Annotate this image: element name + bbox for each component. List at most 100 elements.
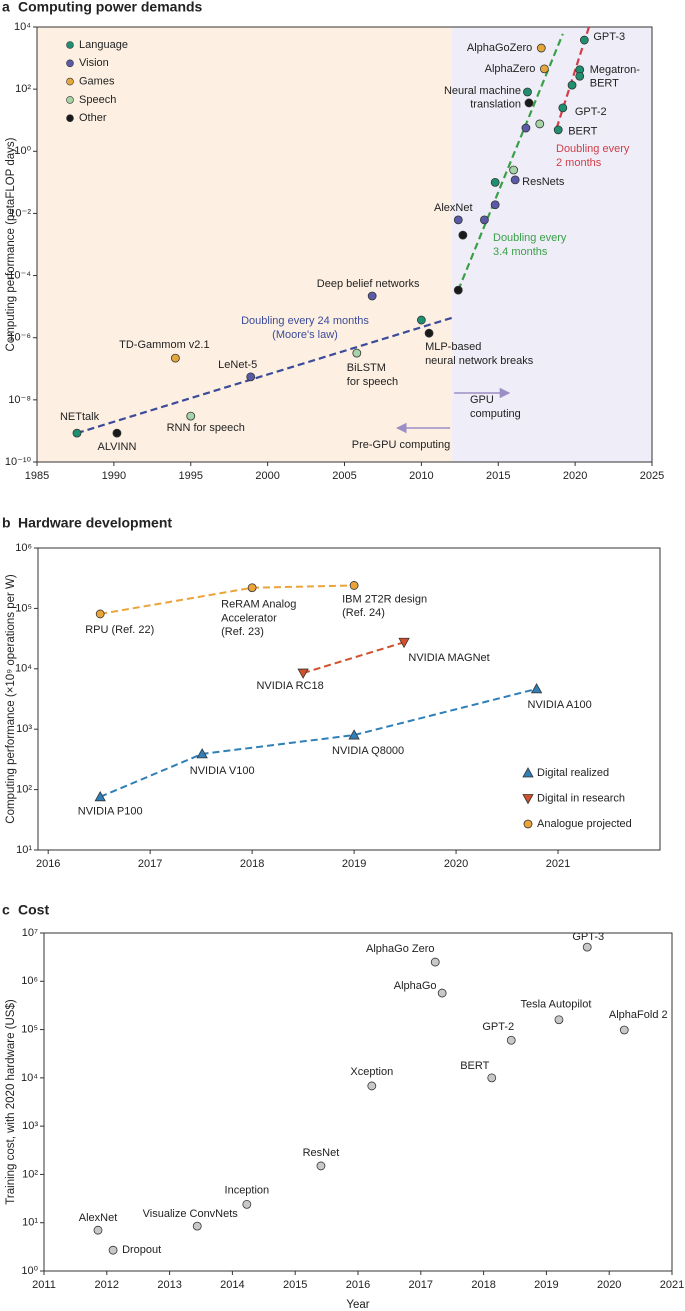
legend-label: Games — [79, 76, 115, 88]
marker — [416, 315, 426, 325]
plot-frame — [37, 547, 661, 851]
x-tick-label: 2015 — [283, 1279, 307, 1291]
chart-title: Computing power demands — [18, 0, 203, 15]
panel-letter: b — [2, 515, 11, 531]
x-tick-label: 2021 — [660, 1279, 684, 1291]
x-tick-label: 2014 — [220, 1279, 244, 1291]
marker — [398, 637, 410, 649]
era-label: GPU computing — [470, 394, 521, 420]
marker — [506, 1035, 516, 1045]
point-label: ResNets — [522, 176, 565, 188]
point-label: ReRAM Analog Accelerator (Ref. 23) — [221, 599, 296, 639]
marker — [554, 1015, 564, 1025]
point-label: NVIDIA P100 — [78, 806, 143, 818]
y-tick-label: 10⁻⁸ — [8, 394, 31, 406]
marker — [558, 103, 568, 113]
point-label: Megatron-BERT — [590, 64, 640, 90]
point-label: AlexNet — [434, 202, 473, 214]
point-label: NVIDIA A100 — [528, 699, 592, 711]
legend-label: Speech — [79, 94, 116, 106]
trend-label: Doubling every 2 months — [556, 143, 630, 169]
panel-letter: c — [2, 902, 10, 918]
marker — [192, 1221, 202, 1231]
chart-title: Hardware development — [18, 515, 172, 531]
era-label: Pre-GPU computing — [352, 439, 450, 451]
marker — [553, 125, 563, 135]
y-tick-label: 10¹ — [22, 1217, 38, 1229]
marker — [530, 683, 543, 694]
legend-marker — [66, 114, 74, 122]
x-tick-label: 2017 — [138, 858, 162, 870]
legend-label: Vision — [79, 57, 109, 69]
point-label: LeNet-5 — [218, 359, 257, 371]
marker — [522, 794, 534, 805]
marker — [510, 175, 520, 185]
y-tick-label: 10⁶ — [15, 542, 32, 554]
marker — [523, 819, 533, 829]
y-tick-label: 10⁴ — [14, 21, 31, 33]
marker — [316, 1161, 326, 1171]
x-tick-label: 2020 — [563, 470, 587, 482]
y-axis-label: Training cost, with 2020 hardware (US$) — [5, 999, 17, 1205]
marker — [567, 80, 577, 90]
marker — [579, 35, 589, 45]
marker — [95, 609, 105, 619]
point-label: Inception — [225, 1184, 270, 1196]
point-label: ResNet — [303, 1147, 340, 1159]
x-tick-label: 1990 — [102, 470, 126, 482]
panel-letter: a — [2, 0, 10, 15]
trend-label: Doubling every 3.4 months — [493, 232, 567, 258]
x-tick-label: 2005 — [332, 470, 356, 482]
marker — [367, 291, 377, 301]
x-tick-label: 2019 — [534, 1279, 558, 1291]
y-tick-label: 10¹ — [16, 844, 32, 856]
point-label: TD-Gammom v2.1 — [119, 339, 209, 351]
marker — [522, 767, 534, 778]
point-label: Tesla Autopilot — [520, 999, 591, 1011]
y-tick-label: 10³ — [16, 723, 32, 735]
marker — [453, 285, 463, 295]
point-label: GPT-3 — [572, 931, 604, 943]
point-label: AlphaGo Zero — [366, 943, 434, 955]
x-tick-label: 2020 — [597, 1279, 621, 1291]
point-label: MLP-based neural network breaks — [425, 341, 534, 367]
x-tick-label: 1985 — [25, 470, 49, 482]
y-tick-label: 10⁵ — [21, 1023, 38, 1035]
x-tick-label: 2011 — [32, 1279, 56, 1291]
marker — [509, 165, 519, 175]
marker — [619, 1025, 629, 1035]
series-line — [302, 641, 405, 675]
x-tick-label: 2018 — [240, 858, 264, 870]
marker — [437, 988, 447, 998]
marker — [196, 748, 208, 759]
y-tick-label: 10⁵ — [15, 602, 32, 614]
legend-label: Analogue projected — [537, 818, 632, 830]
legend-marker — [66, 77, 74, 86]
marker — [424, 328, 434, 338]
point-label: Visualize ConvNets — [143, 1208, 239, 1220]
x-tick-label: 2019 — [342, 858, 366, 870]
point-label: GPT-2 — [575, 106, 607, 118]
y-tick-label: 10² — [15, 83, 31, 95]
marker — [582, 942, 592, 952]
y-tick-label: 10⁻⁴ — [8, 269, 31, 281]
x-tick-label: 2000 — [255, 470, 279, 482]
point-label: AlphaGo — [394, 980, 437, 992]
legend-label: Digital in research — [537, 792, 625, 804]
marker — [490, 177, 500, 187]
point-label: GPT-3 — [593, 31, 625, 43]
marker — [535, 119, 545, 129]
marker — [524, 98, 534, 108]
legend-marker — [66, 59, 74, 68]
point-label: RPU (Ref. 22) — [85, 624, 154, 636]
y-tick-label: 10⁴ — [21, 1072, 38, 1084]
marker — [575, 71, 585, 81]
x-tick-label: 2020 — [444, 858, 468, 870]
point-label: BiLSTM for speech — [347, 362, 398, 388]
plot-frame — [43, 932, 673, 1272]
marker — [487, 1073, 497, 1083]
marker — [521, 123, 531, 133]
point-label: NETtalk — [60, 411, 100, 423]
series-line — [99, 687, 537, 798]
y-tick-label: 10⁶ — [21, 975, 38, 987]
